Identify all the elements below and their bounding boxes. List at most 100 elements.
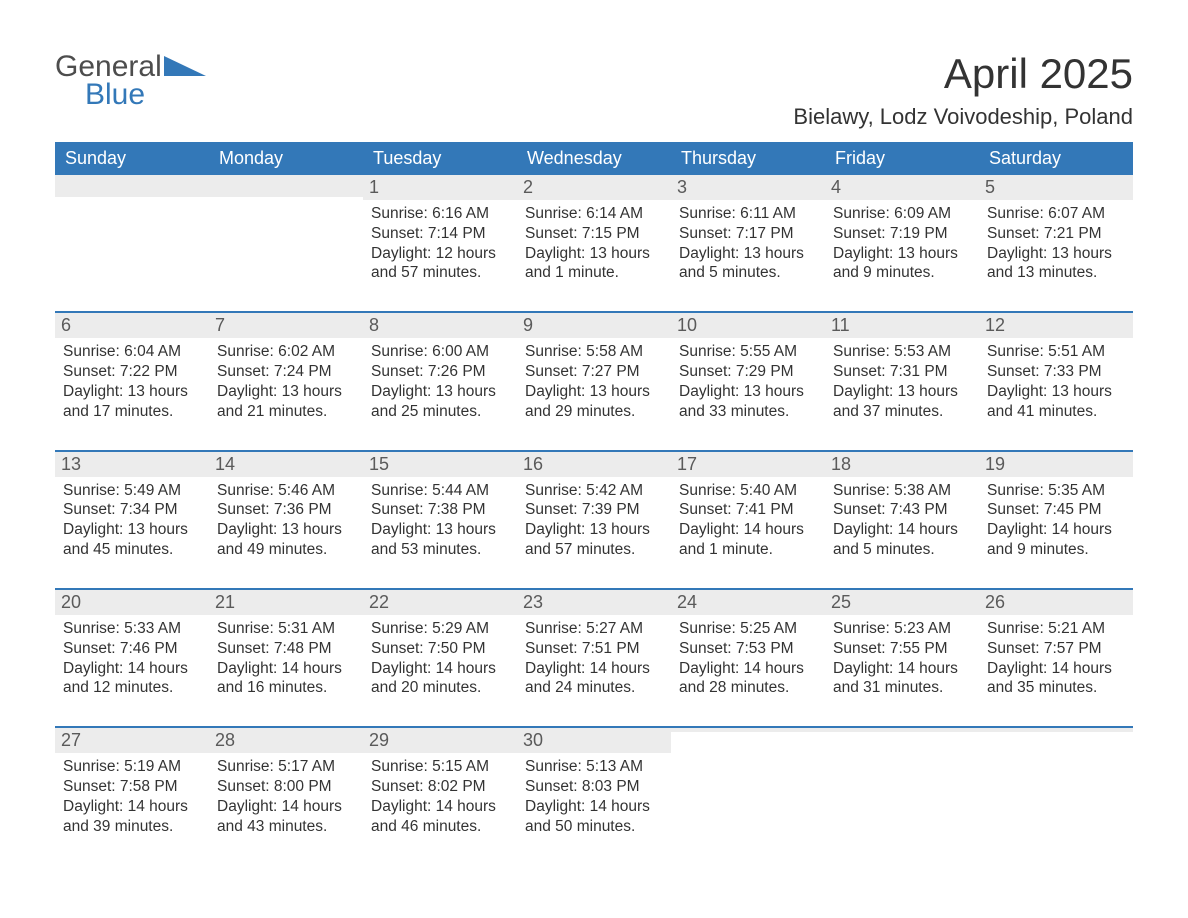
week-row: 1Sunrise: 6:16 AMSunset: 7:14 PMDaylight… bbox=[55, 175, 1133, 301]
dayhead-tuesday: Tuesday bbox=[363, 142, 517, 175]
daynum-bar: 26 bbox=[979, 590, 1133, 615]
day-info: Sunrise: 6:16 AMSunset: 7:14 PMDaylight:… bbox=[371, 204, 509, 283]
dayhead-saturday: Saturday bbox=[979, 142, 1133, 175]
info-daylight2: and 17 minutes. bbox=[63, 402, 201, 422]
info-sunset: Sunset: 7:24 PM bbox=[217, 362, 355, 382]
day-info: Sunrise: 5:17 AMSunset: 8:00 PMDaylight:… bbox=[217, 757, 355, 836]
info-daylight1: Daylight: 14 hours bbox=[987, 520, 1125, 540]
info-sunrise: Sunrise: 6:09 AM bbox=[833, 204, 971, 224]
info-sunrise: Sunrise: 5:35 AM bbox=[987, 481, 1125, 501]
location-text: Bielawy, Lodz Voivodeship, Poland bbox=[793, 104, 1133, 130]
day-number: 12 bbox=[985, 315, 1005, 335]
calendar: Sunday Monday Tuesday Wednesday Thursday… bbox=[55, 142, 1133, 855]
info-daylight1: Daylight: 13 hours bbox=[525, 520, 663, 540]
info-daylight2: and 57 minutes. bbox=[371, 263, 509, 283]
info-daylight2: and 37 minutes. bbox=[833, 402, 971, 422]
info-sunset: Sunset: 8:03 PM bbox=[525, 777, 663, 797]
info-sunrise: Sunrise: 5:27 AM bbox=[525, 619, 663, 639]
calendar-cell: 19Sunrise: 5:35 AMSunset: 7:45 PMDayligh… bbox=[979, 452, 1133, 578]
info-daylight2: and 41 minutes. bbox=[987, 402, 1125, 422]
daynum-bar: 13 bbox=[55, 452, 209, 477]
logo-triangle-icon bbox=[164, 50, 206, 84]
daynum-bar: 28 bbox=[209, 728, 363, 753]
info-sunset: Sunset: 7:39 PM bbox=[525, 500, 663, 520]
day-header-row: Sunday Monday Tuesday Wednesday Thursday… bbox=[55, 142, 1133, 175]
info-sunrise: Sunrise: 5:40 AM bbox=[679, 481, 817, 501]
calendar-cell: 1Sunrise: 6:16 AMSunset: 7:14 PMDaylight… bbox=[363, 175, 517, 301]
info-daylight1: Daylight: 13 hours bbox=[371, 520, 509, 540]
info-sunrise: Sunrise: 5:53 AM bbox=[833, 342, 971, 362]
info-daylight1: Daylight: 14 hours bbox=[525, 797, 663, 817]
info-daylight1: Daylight: 14 hours bbox=[833, 520, 971, 540]
calendar-cell: 18Sunrise: 5:38 AMSunset: 7:43 PMDayligh… bbox=[825, 452, 979, 578]
info-daylight2: and 12 minutes. bbox=[63, 678, 201, 698]
daynum-bar: 8 bbox=[363, 313, 517, 338]
info-sunset: Sunset: 7:26 PM bbox=[371, 362, 509, 382]
info-daylight1: Daylight: 13 hours bbox=[525, 244, 663, 264]
calendar-cell bbox=[55, 175, 209, 301]
calendar-cell: 16Sunrise: 5:42 AMSunset: 7:39 PMDayligh… bbox=[517, 452, 671, 578]
day-number: 9 bbox=[523, 315, 533, 335]
logo: General Blue bbox=[55, 50, 206, 112]
info-daylight2: and 25 minutes. bbox=[371, 402, 509, 422]
info-daylight2: and 33 minutes. bbox=[679, 402, 817, 422]
info-daylight2: and 28 minutes. bbox=[679, 678, 817, 698]
info-daylight1: Daylight: 14 hours bbox=[371, 659, 509, 679]
calendar-cell: 3Sunrise: 6:11 AMSunset: 7:17 PMDaylight… bbox=[671, 175, 825, 301]
daynum-bar: 12 bbox=[979, 313, 1133, 338]
calendar-cell: 23Sunrise: 5:27 AMSunset: 7:51 PMDayligh… bbox=[517, 590, 671, 716]
info-sunset: Sunset: 7:43 PM bbox=[833, 500, 971, 520]
info-daylight1: Daylight: 13 hours bbox=[987, 382, 1125, 402]
calendar-cell: 28 Sunrise: 5:17 AMSunset: 8:00 PMDayligh… bbox=[209, 728, 363, 854]
month-title: April 2025 bbox=[793, 50, 1133, 98]
info-daylight2: and 45 minutes. bbox=[63, 540, 201, 560]
info-sunrise: Sunrise: 5:25 AM bbox=[679, 619, 817, 639]
info-sunset: Sunset: 8:00 PM bbox=[217, 777, 355, 797]
day-number: 18 bbox=[831, 454, 851, 474]
daynum-bar bbox=[671, 728, 825, 732]
daynum-bar: 16 bbox=[517, 452, 671, 477]
daynum-bar bbox=[209, 175, 363, 197]
info-daylight1: Daylight: 13 hours bbox=[371, 382, 509, 402]
day-number: 11 bbox=[831, 315, 850, 335]
calendar-cell: 22Sunrise: 5:29 AMSunset: 7:50 PMDayligh… bbox=[363, 590, 517, 716]
day-number: 7 bbox=[215, 315, 225, 335]
daynum-bar: 14 bbox=[209, 452, 363, 477]
info-sunrise: Sunrise: 5:15 AM bbox=[371, 757, 509, 777]
week-row: 6Sunrise: 6:04 AMSunset: 7:22 PMDaylight… bbox=[55, 311, 1133, 439]
dayhead-thursday: Thursday bbox=[671, 142, 825, 175]
daynum-bar: 27 bbox=[55, 728, 209, 753]
calendar-cell bbox=[979, 728, 1133, 854]
day-info: Sunrise: 6:11 AMSunset: 7:17 PMDaylight:… bbox=[679, 204, 817, 283]
info-daylight1: Daylight: 12 hours bbox=[371, 244, 509, 264]
info-daylight2: and 49 minutes. bbox=[217, 540, 355, 560]
info-sunset: Sunset: 7:48 PM bbox=[217, 639, 355, 659]
day-number: 2 bbox=[523, 177, 533, 197]
info-daylight1: Daylight: 13 hours bbox=[987, 244, 1125, 264]
info-sunset: Sunset: 7:19 PM bbox=[833, 224, 971, 244]
info-daylight2: and 57 minutes. bbox=[525, 540, 663, 560]
info-sunset: Sunset: 7:46 PM bbox=[63, 639, 201, 659]
daynum-bar bbox=[825, 728, 979, 732]
info-sunset: Sunset: 7:50 PM bbox=[371, 639, 509, 659]
daynum-bar: 17 bbox=[671, 452, 825, 477]
calendar-cell: 6Sunrise: 6:04 AMSunset: 7:22 PMDaylight… bbox=[55, 313, 209, 439]
day-number: 14 bbox=[215, 454, 235, 474]
day-info: Sunrise: 5:53 AMSunset: 7:31 PMDaylight:… bbox=[833, 342, 971, 421]
day-info: Sunrise: 5:49 AMSunset: 7:34 PMDaylight:… bbox=[63, 481, 201, 560]
info-sunrise: Sunrise: 5:44 AM bbox=[371, 481, 509, 501]
day-number: 25 bbox=[831, 592, 851, 612]
day-info: Sunrise: 5:23 AMSunset: 7:55 PMDaylight:… bbox=[833, 619, 971, 698]
calendar-cell: 12Sunrise: 5:51 AMSunset: 7:33 PMDayligh… bbox=[979, 313, 1133, 439]
info-sunset: Sunset: 7:36 PM bbox=[217, 500, 355, 520]
info-daylight1: Daylight: 14 hours bbox=[217, 659, 355, 679]
dayhead-monday: Monday bbox=[209, 142, 363, 175]
info-sunrise: Sunrise: 5:55 AM bbox=[679, 342, 817, 362]
daynum-bar: 19 bbox=[979, 452, 1133, 477]
daynum-bar: 5 bbox=[979, 175, 1133, 200]
info-daylight2: and 39 minutes. bbox=[63, 817, 201, 837]
logo-text-blue: Blue bbox=[85, 78, 145, 112]
daynum-bar: 24 bbox=[671, 590, 825, 615]
info-daylight2: and 5 minutes. bbox=[833, 540, 971, 560]
daynum-bar: 29 bbox=[363, 728, 517, 753]
